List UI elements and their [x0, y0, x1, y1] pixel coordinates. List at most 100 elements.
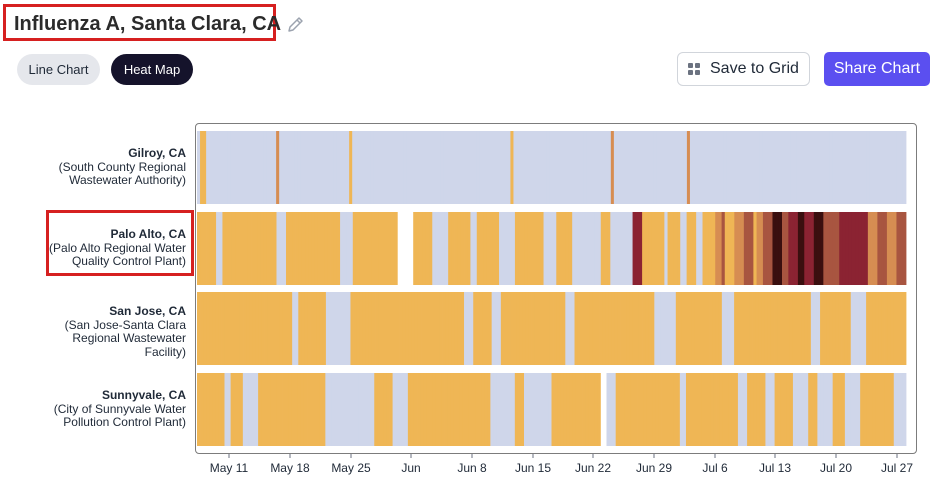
heat-cell: [473, 292, 477, 365]
heat-cell: [534, 131, 539, 204]
heat-cell: [562, 131, 566, 204]
heat-cell: [519, 131, 523, 204]
heat-cell: [848, 131, 852, 204]
tab-line-chart[interactable]: Line Chart: [17, 54, 100, 85]
heat-cell: [619, 131, 624, 204]
heat-cell: [361, 131, 365, 204]
heat-cell: [255, 373, 259, 446]
heat-cell: [782, 212, 786, 285]
heat-cell: [546, 212, 551, 285]
heat-cell: [537, 212, 541, 285]
heat-cell: [899, 131, 904, 204]
heat-cell: [702, 212, 707, 285]
heat-cell: [651, 292, 655, 365]
heat-cell: [820, 131, 825, 204]
row-city: Sunnyvale, CA: [101, 388, 186, 402]
save-to-grid-button[interactable]: Save to Grid: [677, 52, 810, 86]
heat-cell: [233, 292, 238, 365]
heat-cell: [545, 373, 549, 446]
heat-cell: [601, 131, 606, 204]
heat-cell: [254, 131, 259, 204]
heat-cell: [371, 373, 375, 446]
heat-cell: [785, 212, 789, 285]
heat-cell: [441, 212, 446, 285]
heat-cell: [829, 373, 834, 446]
heat-cell: [811, 373, 815, 446]
heat-cell: [659, 131, 663, 204]
heat-cell: [294, 131, 298, 204]
heat-cell: [510, 131, 514, 204]
heat-cell: [770, 292, 775, 365]
heat-cell: [314, 212, 319, 285]
heat-cell: [524, 212, 529, 285]
heat-cell: [769, 131, 773, 204]
heat-cell: [645, 212, 649, 285]
heat-cell: [599, 292, 603, 365]
heat-cell: [327, 212, 331, 285]
heat-cell: [774, 292, 778, 365]
heat-cell: [704, 373, 708, 446]
heat-cell: [460, 212, 465, 285]
share-chart-button[interactable]: Share Chart: [824, 52, 930, 86]
heat-cell: [527, 373, 531, 446]
heat-cell: [276, 212, 281, 285]
heat-cell: [753, 212, 757, 285]
heat-cell: [335, 292, 339, 365]
heat-cell: [521, 212, 525, 285]
heat-cell: [845, 212, 850, 285]
tab-heat-map[interactable]: Heat Map: [111, 54, 193, 85]
heat-cell: [264, 292, 268, 365]
heat-cell: [352, 212, 357, 285]
heat-cell: [487, 373, 491, 446]
heat-cell: [850, 373, 855, 446]
heat-cell: [482, 292, 486, 365]
heat-cell: [783, 373, 788, 446]
heat-cell: [863, 131, 867, 204]
heat-cell: [844, 373, 849, 446]
heat-cell: [218, 373, 222, 446]
heat-cell: [618, 373, 623, 446]
heat-cell: [604, 131, 609, 204]
heat-cell: [401, 373, 406, 446]
heat-cell: [685, 292, 689, 365]
heat-cell: [227, 131, 231, 204]
heat-cell: [405, 292, 410, 365]
heat-cell: [417, 292, 422, 365]
heat-cell: [737, 373, 742, 446]
heat-cell: [404, 373, 409, 446]
heat-cell: [518, 212, 522, 285]
heat-cell: [805, 131, 810, 204]
heat-cell: [559, 212, 564, 285]
heat-cell: [798, 292, 803, 365]
heat-cell: [276, 131, 280, 204]
heat-cell: [333, 131, 338, 204]
heat-cell: [429, 373, 433, 446]
heat-cell: [507, 131, 511, 204]
heat-cell: [661, 212, 665, 285]
heat-cell: [869, 292, 873, 365]
heat-cell: [854, 373, 858, 446]
heat-cell: [795, 373, 800, 446]
heat-cell: [330, 131, 335, 204]
heat-cell: [266, 131, 271, 204]
heat-cell: [206, 212, 211, 285]
heat-cell: [381, 292, 385, 365]
heat-cell: [444, 373, 448, 446]
heat-cell: [750, 212, 754, 285]
heat-cell: [461, 131, 466, 204]
heat-cell: [472, 373, 476, 446]
heat-cell: [845, 131, 849, 204]
pencil-icon[interactable]: [286, 14, 306, 34]
heat-cell: [344, 292, 348, 365]
heat-cell: [765, 373, 769, 446]
heat-cell: [792, 292, 796, 365]
heat-cell: [450, 373, 455, 446]
heat-cell: [464, 212, 468, 285]
heat-cell: [394, 212, 398, 285]
heat-cell: [699, 212, 703, 285]
heat-cell: [811, 131, 816, 204]
heat-cell: [390, 292, 394, 365]
heat-cell: [241, 212, 246, 285]
heat-cell: [724, 292, 729, 365]
heat-cell: [781, 131, 785, 204]
